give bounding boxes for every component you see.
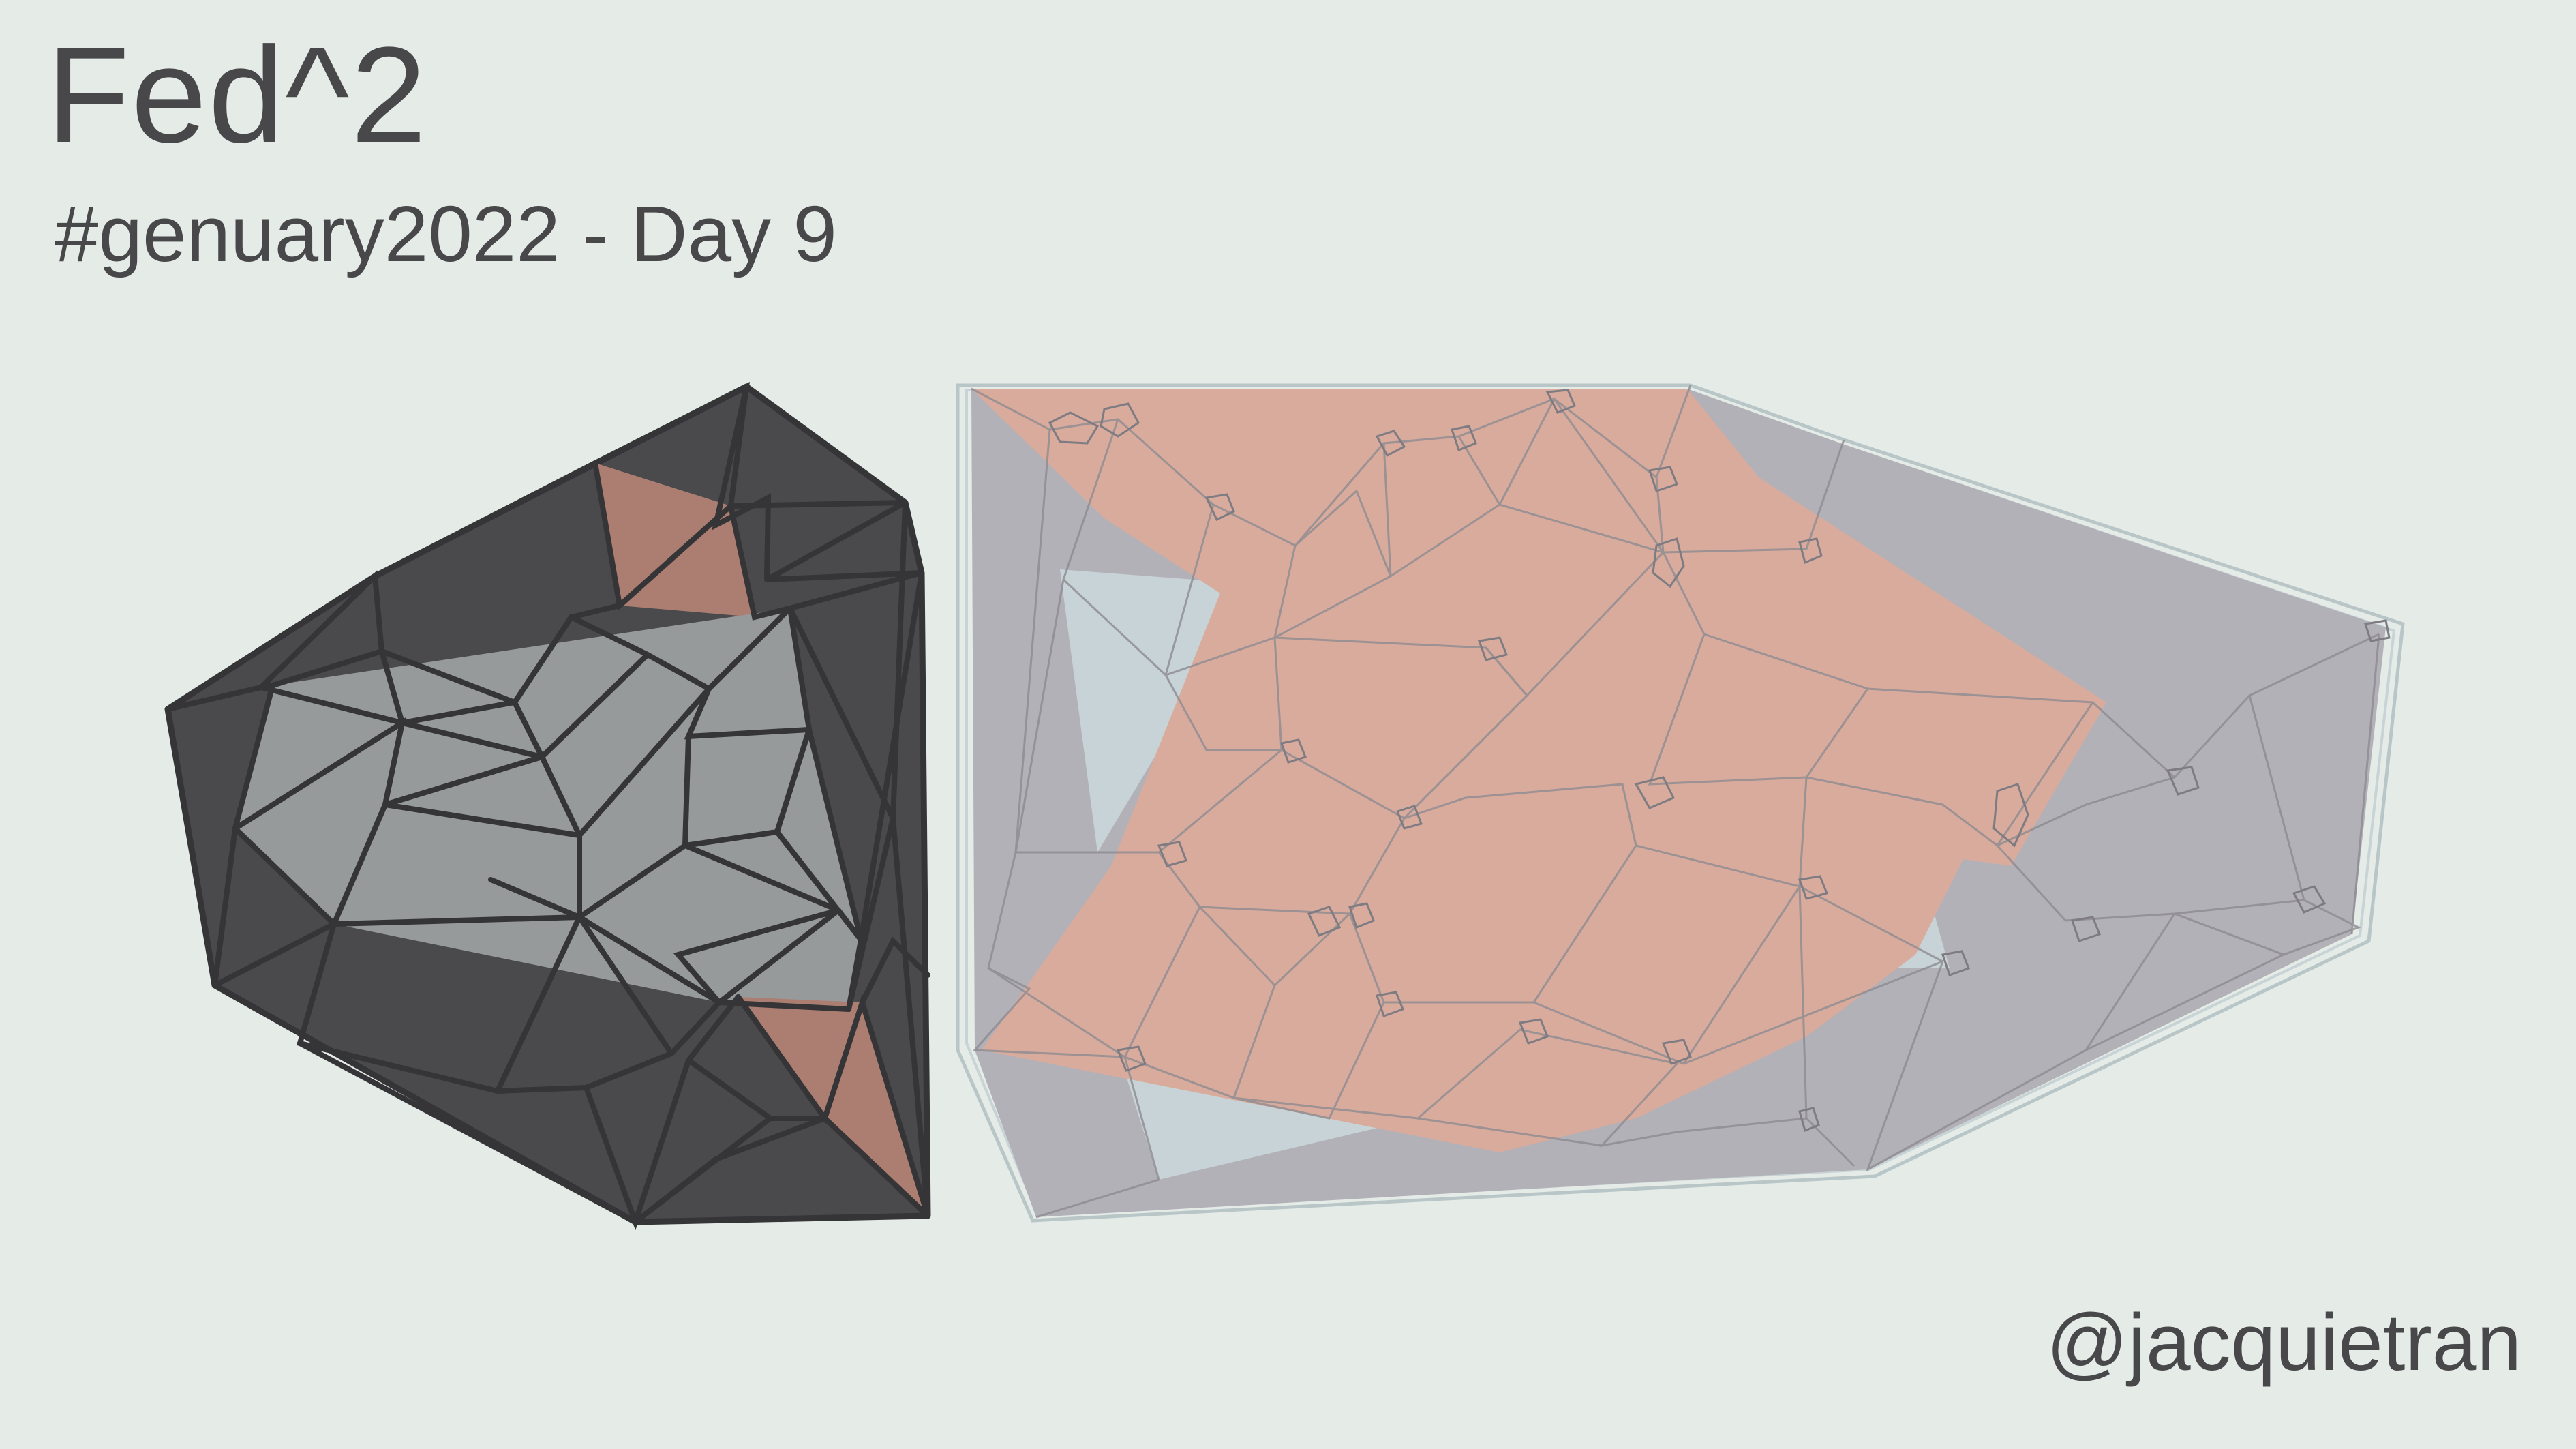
artwork-title: Fed^2 bbox=[46, 19, 428, 171]
left-salmon-top bbox=[595, 463, 755, 617]
left-salmon-bottom bbox=[738, 997, 928, 1216]
left-slate-region bbox=[235, 608, 861, 1009]
right-salmon-region bbox=[971, 389, 2106, 1152]
right-triangulation bbox=[956, 383, 2405, 1223]
right-node-clusters bbox=[1048, 389, 2391, 1133]
right-mesh-lines bbox=[971, 385, 2380, 1219]
author-handle: @jacquietran bbox=[2046, 1298, 2521, 1388]
right-hull-outline bbox=[956, 383, 2405, 1223]
left-triangulation bbox=[164, 382, 931, 1231]
left-mesh-lines bbox=[165, 382, 930, 1231]
artwork-subtitle: #genuary2022 - Day 9 bbox=[55, 190, 837, 278]
